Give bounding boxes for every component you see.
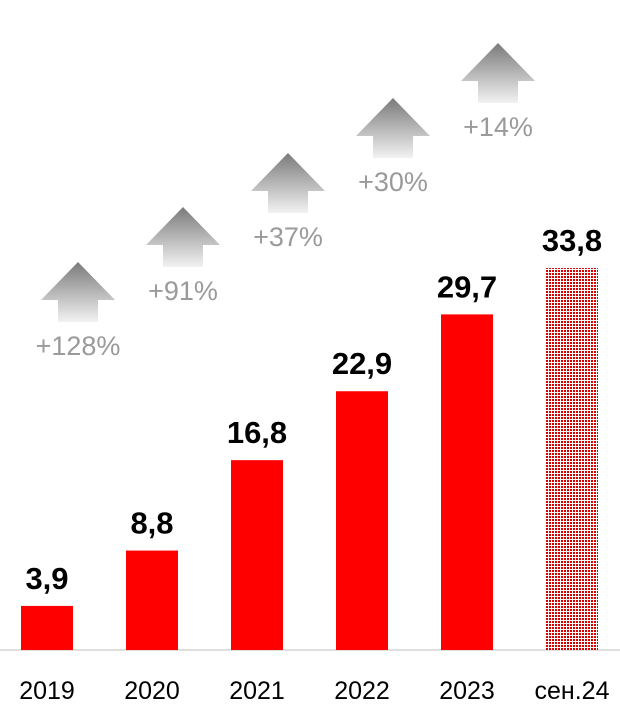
bar-value-label: 33,8 xyxy=(542,223,602,258)
bar-value-label: 8,8 xyxy=(130,506,173,541)
bar-value-label: 22,9 xyxy=(332,346,392,381)
bar-5 xyxy=(441,314,493,650)
bar-6 xyxy=(546,268,598,650)
growth-arrow-icon xyxy=(41,262,115,322)
bar-4 xyxy=(336,391,388,650)
growth-label: +14% xyxy=(463,112,533,142)
growth-arrow-icon xyxy=(356,98,430,158)
growth-label: +30% xyxy=(358,167,428,197)
growth-arrow-icon xyxy=(146,207,220,267)
growth-arrow-icon xyxy=(461,43,535,103)
growth-arrow-icon xyxy=(251,153,325,213)
growth-label: +37% xyxy=(253,222,323,252)
x-tick-label: 2021 xyxy=(229,677,285,705)
bar-value-label: 29,7 xyxy=(437,269,497,304)
x-tick-label: 2020 xyxy=(124,677,180,705)
x-tick-label: 2023 xyxy=(439,677,495,705)
bar-1 xyxy=(21,605,73,650)
bar-value-label: 16,8 xyxy=(227,415,287,450)
x-tick-label: 2019 xyxy=(19,677,75,705)
growth-label: +91% xyxy=(148,276,218,306)
bar-value-label: 3,9 xyxy=(25,561,68,596)
bar-2 xyxy=(126,550,178,650)
x-tick-label: сен.24 xyxy=(535,677,610,705)
x-tick-label: 2022 xyxy=(334,677,390,705)
growth-label: +128% xyxy=(36,331,121,361)
bar-3 xyxy=(231,460,283,650)
